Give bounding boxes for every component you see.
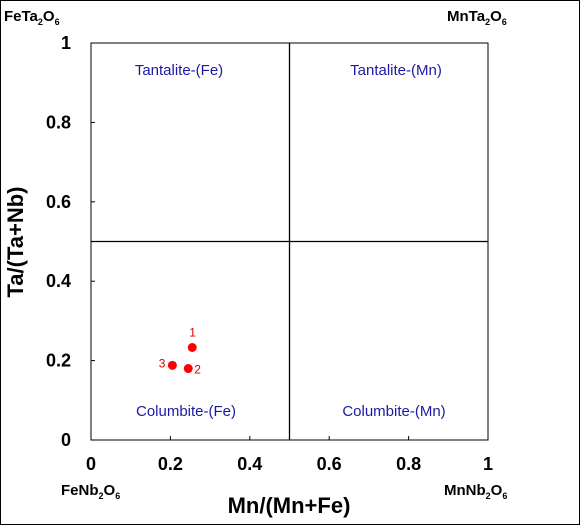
- y-tick-label: 0.4: [46, 271, 71, 291]
- y-tick-label: 0.6: [46, 192, 71, 212]
- y-tick-label: 0.2: [46, 351, 71, 371]
- data-point-3: [167, 360, 177, 370]
- corner-label-top-right: MnTa2O6: [447, 8, 507, 27]
- data-point-label-1: 1: [189, 325, 196, 339]
- data-point-2: [183, 364, 193, 374]
- data-points: 1 2 3: [159, 325, 202, 376]
- x-tick-label: 0.4: [237, 454, 262, 474]
- corner-label-top-left: FeTa2O6: [4, 8, 60, 27]
- x-tick-label: 0.2: [158, 454, 183, 474]
- y-axis-ticks: 0 0.2 0.4 0.6 0.8 1: [46, 33, 95, 450]
- corner-label-bottom-right: MnNb2O6: [444, 482, 507, 501]
- y-tick-label: 1: [61, 33, 71, 53]
- field-label-tantalite-fe: Tantalite-(Fe): [135, 62, 223, 79]
- x-tick-label: 0.8: [396, 454, 421, 474]
- corner-label-bottom-left: FeNb2O6: [61, 482, 120, 501]
- x-tick-label: 0.6: [317, 454, 342, 474]
- y-tick-label: 0: [61, 430, 71, 450]
- field-label-tantalite-mn: Tantalite-(Mn): [350, 62, 442, 79]
- field-label-columbite-fe: Columbite-(Fe): [136, 403, 236, 420]
- x-axis-title: Mn/(Mn+Fe): [228, 493, 351, 518]
- field-label-columbite-mn: Columbite-(Mn): [342, 403, 445, 420]
- data-point-label-3: 3: [159, 356, 166, 370]
- x-axis-ticks: 0 0.2 0.4 0.6 0.8 1: [86, 436, 493, 474]
- y-axis-title: Ta/(Ta+Nb): [3, 186, 28, 297]
- y-tick-label: 0.8: [46, 112, 71, 132]
- data-point-label-2: 2: [194, 363, 201, 377]
- x-tick-label: 0: [86, 454, 96, 474]
- data-point-1: [187, 342, 197, 352]
- x-tick-label: 1: [483, 454, 493, 474]
